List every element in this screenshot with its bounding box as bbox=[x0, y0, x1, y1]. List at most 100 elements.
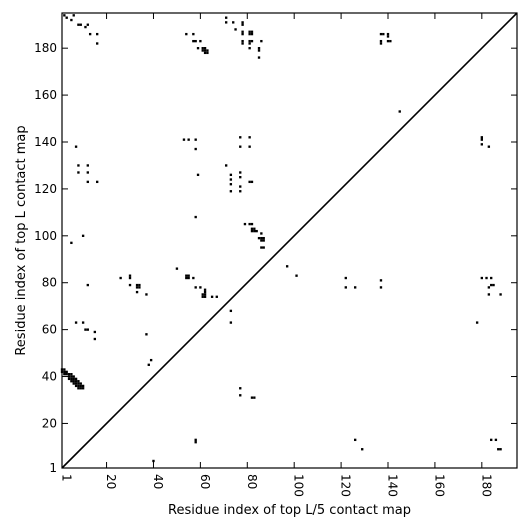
contact-point-upper bbox=[192, 39, 195, 43]
contact-point-upper bbox=[487, 286, 491, 289]
contact-point-upper bbox=[70, 375, 73, 378]
contact-point-upper bbox=[229, 183, 233, 186]
y-tick-label: 80 bbox=[42, 276, 57, 290]
contact-point-upper bbox=[201, 49, 204, 52]
contact-point-upper bbox=[135, 286, 139, 289]
contact-point-upper bbox=[67, 375, 71, 378]
contact-point-upper bbox=[74, 380, 78, 383]
contact-point-upper bbox=[81, 387, 85, 390]
contact-point-upper bbox=[187, 138, 190, 141]
contact-point-upper bbox=[74, 377, 78, 381]
contact-point-upper bbox=[135, 283, 139, 287]
contact-point-upper bbox=[379, 286, 383, 289]
y-tick-label: 160 bbox=[34, 88, 57, 102]
contact-point-lower bbox=[239, 394, 242, 397]
contact-point-upper bbox=[81, 384, 85, 388]
contact-point-upper bbox=[250, 32, 254, 36]
contact-point-upper bbox=[229, 321, 233, 324]
x-tick-label: 40 bbox=[151, 474, 165, 489]
contact-point-upper bbox=[379, 279, 383, 282]
contact-point-lower bbox=[354, 438, 357, 442]
contact-point-upper bbox=[187, 274, 190, 277]
contact-point-upper bbox=[128, 283, 132, 287]
contact-point-upper bbox=[248, 42, 251, 45]
contact-point-upper bbox=[60, 370, 64, 374]
contact-point-upper bbox=[243, 222, 247, 226]
contact-point-upper bbox=[344, 286, 347, 289]
contact-point-upper bbox=[72, 14, 75, 17]
contact-point-upper bbox=[70, 373, 73, 376]
contact-point-upper bbox=[194, 39, 197, 43]
contact-point-upper bbox=[81, 321, 85, 324]
contact-point-upper bbox=[262, 239, 265, 242]
contact-point-upper bbox=[65, 373, 68, 376]
contact-point-upper bbox=[206, 49, 209, 52]
contact-point-upper bbox=[72, 382, 75, 385]
contact-point-upper bbox=[285, 265, 289, 268]
contact-point-upper bbox=[210, 295, 214, 298]
contact-point-upper bbox=[248, 30, 251, 33]
contact-point-upper bbox=[379, 42, 383, 45]
contact-point-upper bbox=[257, 236, 261, 240]
contact-point-upper bbox=[241, 39, 244, 43]
contact-point-upper bbox=[185, 276, 188, 280]
contact-point-upper bbox=[74, 384, 78, 388]
contact-point-upper bbox=[234, 28, 237, 31]
contact-point-upper bbox=[203, 47, 207, 50]
contact-point-upper bbox=[67, 373, 71, 376]
contact-point-upper bbox=[487, 293, 491, 296]
contact-point-upper bbox=[386, 39, 390, 43]
contact-point-upper bbox=[119, 276, 122, 280]
contact-point-upper bbox=[67, 377, 71, 381]
contact-point-upper bbox=[260, 232, 263, 235]
contact-point-lower bbox=[253, 396, 256, 399]
contact-point-upper bbox=[194, 286, 197, 289]
contact-point-upper bbox=[250, 30, 254, 33]
contact-point-upper bbox=[492, 283, 495, 287]
contact-point-upper bbox=[225, 164, 228, 167]
contact-point-upper bbox=[260, 236, 263, 240]
contact-point-upper bbox=[215, 295, 218, 298]
y-tick-label: 1 bbox=[49, 461, 57, 475]
contact-point-upper bbox=[65, 370, 68, 374]
contact-point-upper bbox=[480, 143, 483, 146]
contact-point-upper bbox=[74, 321, 78, 324]
contact-point-upper bbox=[239, 176, 242, 179]
y-tick-label: 40 bbox=[42, 370, 57, 384]
contact-point-upper bbox=[379, 39, 383, 43]
contact-point-upper bbox=[475, 321, 479, 324]
contact-point-upper bbox=[138, 283, 141, 287]
contact-point-upper bbox=[485, 276, 488, 280]
contact-point-upper bbox=[203, 288, 207, 291]
contact-point-upper bbox=[386, 35, 390, 38]
contact-point-upper bbox=[187, 276, 190, 280]
contact-point-upper bbox=[229, 178, 233, 181]
contact-point-upper bbox=[70, 377, 73, 381]
y-axis-label: Residue index of top L contact map bbox=[14, 125, 29, 355]
contact-point-upper bbox=[72, 375, 75, 378]
contact-point-upper bbox=[70, 241, 73, 245]
contact-point-upper bbox=[135, 290, 139, 294]
contact-point-upper bbox=[96, 180, 99, 184]
contact-point-upper bbox=[74, 382, 78, 385]
contact-point-upper bbox=[248, 145, 251, 148]
contact-point-upper bbox=[250, 229, 254, 233]
contact-point-upper bbox=[79, 382, 82, 385]
contact-point-upper bbox=[241, 30, 244, 33]
contact-point-upper bbox=[480, 276, 483, 280]
contact-point-upper bbox=[225, 16, 228, 19]
contact-point-upper bbox=[248, 136, 251, 139]
contact-point-upper bbox=[490, 283, 493, 287]
contact-point-upper bbox=[63, 373, 66, 376]
contact-point-upper bbox=[81, 234, 85, 237]
contact-point-upper bbox=[63, 14, 66, 17]
contact-point-upper bbox=[241, 21, 244, 24]
contact-point-upper bbox=[262, 246, 265, 249]
contact-point-upper bbox=[84, 328, 87, 331]
contact-point-upper bbox=[96, 32, 99, 36]
contact-point-upper bbox=[379, 32, 383, 36]
contact-point-upper bbox=[206, 51, 209, 55]
contact-point-upper bbox=[74, 145, 78, 148]
contact-point-upper bbox=[499, 293, 502, 296]
